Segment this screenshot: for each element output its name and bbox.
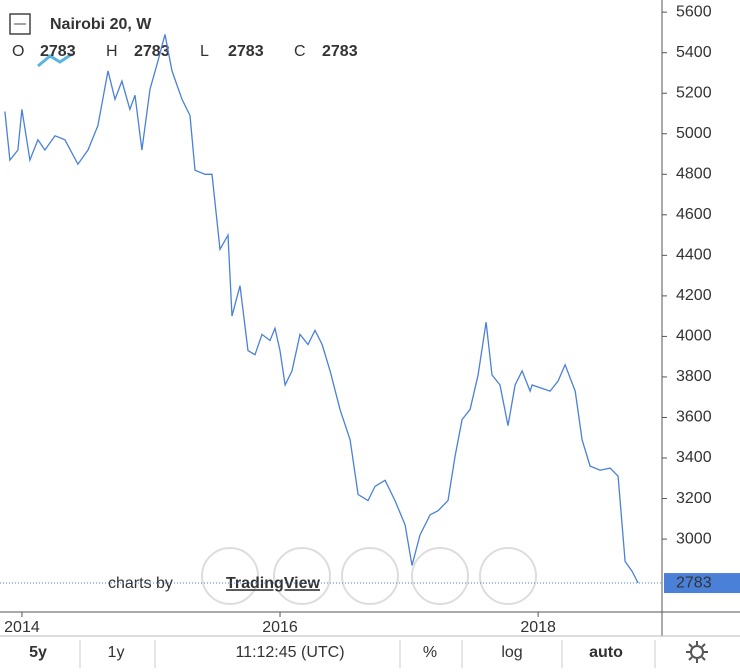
y-tick-label: 4400: [676, 247, 712, 264]
ohlc-value: 2783: [134, 43, 170, 60]
x-tick-label: 2014: [4, 619, 40, 636]
x-tick-label: 2016: [262, 619, 298, 636]
last-price-label: 2783: [676, 574, 712, 591]
y-tick-label: 5600: [676, 3, 712, 20]
y-tick-label: 5000: [676, 125, 712, 142]
y-tick-label: 3400: [676, 449, 712, 466]
percent-button[interactable]: %: [423, 644, 437, 661]
y-tick-label: 3200: [676, 490, 712, 507]
x-tick-label: 2018: [520, 619, 556, 636]
y-tick-label: 3600: [676, 409, 712, 426]
toolbar-dividers: [79, 640, 656, 668]
logo-icon: [37, 52, 73, 68]
y-tick-label: 4600: [676, 206, 712, 223]
y-tick-label: 3000: [676, 530, 712, 547]
ohlc-label: H: [106, 43, 118, 60]
nav-button[interactable]: [341, 547, 399, 605]
nav-buttons: [201, 547, 537, 605]
y-tick-label: 4000: [676, 328, 712, 345]
nav-button[interactable]: [273, 547, 331, 605]
watermark-brand: TradingView: [226, 575, 321, 592]
last-price-tag: [664, 573, 740, 594]
log-button[interactable]: log: [501, 644, 522, 661]
ohlc-value: 2783: [228, 43, 264, 60]
ohlc-label: O: [12, 43, 24, 60]
price-line: [4, 34, 639, 584]
settings-icon[interactable]: [686, 641, 708, 663]
range-button[interactable]: 5y: [29, 644, 47, 661]
nav-button[interactable]: [201, 547, 259, 605]
range-button[interactable]: 1y: [108, 644, 125, 661]
y-tick-label: 3800: [676, 368, 712, 385]
nav-button[interactable]: [479, 547, 537, 605]
y-tick-label: 4200: [676, 287, 712, 304]
settings-teeth: [686, 641, 708, 663]
auto-button[interactable]: auto: [589, 644, 623, 661]
nav-button[interactable]: [411, 547, 469, 605]
clock: 11:12:45 (UTC): [235, 644, 344, 661]
collapse-icon[interactable]: [9, 13, 31, 35]
y-tick-label: 5400: [676, 44, 712, 61]
watermark-prefix: charts by: [108, 575, 173, 592]
settings-gear: [690, 645, 704, 659]
ohlc-label: L: [200, 43, 209, 60]
y-tick-label: 4800: [676, 166, 712, 183]
y-tick-label: 5200: [676, 84, 712, 101]
ohlc-value: 2783: [40, 43, 76, 60]
ohlc-value: 2783: [322, 43, 358, 60]
chart-title: Nairobi 20, W: [50, 16, 152, 33]
ohlc-label: C: [294, 43, 306, 60]
